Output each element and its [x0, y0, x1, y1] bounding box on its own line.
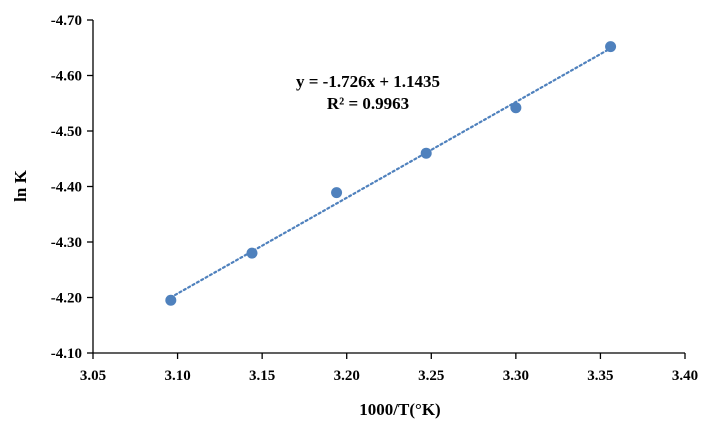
- r-squared-label: R² = 0.9963: [327, 94, 409, 113]
- data-point: [165, 294, 177, 306]
- y-tick-label: -4.60: [51, 69, 82, 85]
- x-tick-label: 3.10: [164, 368, 190, 384]
- x-tick-label: 3.05: [80, 368, 106, 384]
- y-tick-label: -4.40: [51, 180, 82, 196]
- x-tick-label: 3.20: [334, 368, 360, 384]
- x-tick-label: 3.35: [587, 368, 613, 384]
- trendline: [169, 47, 612, 299]
- y-tick-label: -4.30: [51, 235, 82, 251]
- x-tick-label: 3.15: [249, 368, 275, 384]
- x-tick-label: 3.25: [418, 368, 444, 384]
- data-point: [510, 102, 522, 114]
- chart-ticks: 3.05 3.10 3.15 3.20 3.25 3.30 3.35 3.40 -4.10 -4.…: [51, 13, 698, 384]
- y-tick-label: -4.50: [51, 124, 82, 140]
- x-axis-title: 1000/T(°K): [359, 400, 440, 419]
- data-point: [331, 187, 343, 199]
- data-point: [605, 41, 617, 53]
- y-axis-title: ln K: [11, 169, 30, 201]
- x-tick-label: 3.30: [503, 368, 529, 384]
- x-tick-label: 3.40: [672, 368, 698, 384]
- y-tick-label: -4.70: [51, 13, 82, 29]
- equation-label: y = -1.726x + 1.1435: [296, 72, 440, 91]
- data-point: [420, 147, 432, 159]
- chart-trendline-group: [169, 47, 612, 299]
- chart-points: [165, 41, 617, 306]
- data-point: [246, 247, 258, 259]
- y-tick-label: -4.10: [51, 346, 82, 362]
- chart-axes: [92, 20, 685, 354]
- y-tick-label: -4.20: [51, 291, 82, 307]
